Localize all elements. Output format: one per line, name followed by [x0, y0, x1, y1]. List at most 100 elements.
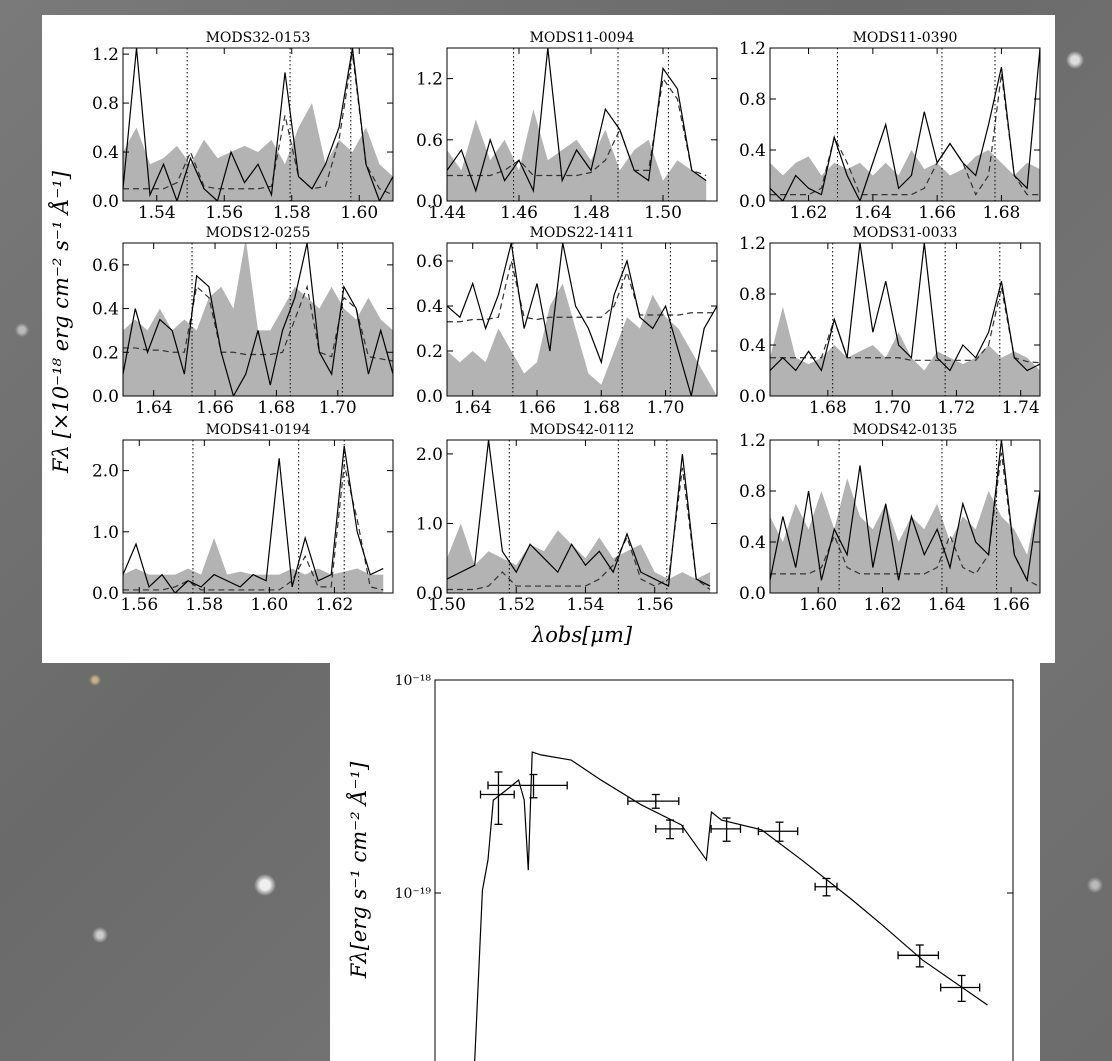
noise-area — [123, 243, 393, 396]
spectrum-line — [123, 446, 384, 593]
axes-frame — [446, 439, 718, 594]
axes-frame — [769, 439, 1041, 594]
panel-title: MODS11-0094 — [530, 30, 635, 46]
x-tick-label: 1.62 — [316, 595, 354, 615]
model-line — [770, 287, 1040, 364]
x-tick-label: 1.64 — [854, 203, 892, 223]
panel-title: MODS41-0194 — [206, 422, 311, 438]
x-tick-label: 1.74 — [1002, 398, 1040, 418]
x-tick-label: 1.52 — [497, 595, 535, 615]
axes-frame — [446, 47, 718, 202]
y-tick-label: 10⁻¹⁹ — [395, 886, 432, 902]
model-line — [447, 467, 711, 591]
y-tick-label: 0.0 — [92, 584, 119, 604]
noise-area — [447, 109, 707, 201]
y-tick-label: 1.0 — [416, 514, 443, 534]
plot-area — [474, 751, 988, 1061]
x-tick-label: 1.64 — [928, 595, 966, 615]
plot-area — [447, 243, 717, 396]
panel-title: MODS42-0135 — [853, 422, 958, 438]
y-tick-label: 0.8 — [92, 94, 119, 114]
x-tick-label: 1.60 — [340, 203, 378, 223]
x-tick-label: 1.58 — [273, 203, 311, 223]
x-tick-label: 1.60 — [250, 595, 288, 615]
spectrum-line — [474, 751, 988, 1061]
x-tick-label: 1.60 — [799, 595, 837, 615]
model-line — [123, 464, 384, 591]
panel-title: MODS42-0112 — [530, 422, 635, 438]
x-tick-label: 1.44 — [428, 203, 466, 223]
y-tick-label: 0.4 — [739, 336, 766, 356]
x-tick-label: 1.70 — [647, 398, 685, 418]
y-tick-label: 0.0 — [92, 387, 119, 407]
y-tick-label: 1.2 — [739, 234, 766, 254]
x-tick-label: 1.62 — [864, 595, 902, 615]
x-tick-label: 1.58 — [185, 595, 223, 615]
y-tick-label: 0.8 — [739, 482, 766, 502]
spectrum-line — [123, 243, 393, 396]
y-tick-label: 0.0 — [739, 387, 766, 407]
y-tick-label: 1.2 — [92, 45, 119, 65]
y-tick-label: 2.0 — [92, 462, 119, 482]
plot-area — [123, 48, 393, 201]
spectrum-line — [123, 48, 393, 201]
spectrum-line — [770, 243, 1040, 372]
y-tick-label: 0.8 — [739, 285, 766, 305]
x-tick-label: 1.54 — [567, 595, 605, 615]
x-tick-label: 1.70 — [319, 398, 357, 418]
noise-area — [123, 103, 393, 201]
y-tick-label: 0.6 — [92, 256, 119, 276]
x-tick-label: 1.46 — [500, 203, 538, 223]
x-tick-label: 1.64 — [135, 398, 173, 418]
y-tick-label: 10⁻¹⁸ — [395, 673, 432, 689]
y-tick-label: 1.2 — [739, 39, 766, 59]
noise-area — [447, 523, 711, 593]
spectrum-line — [447, 243, 717, 396]
y-tick-label: 0.4 — [92, 143, 119, 163]
axes-frame — [769, 242, 1041, 397]
panel-title: MODS31-0033 — [853, 225, 958, 241]
x-tick-label: 1.66 — [918, 203, 956, 223]
y-axis-label: Fλ [×10⁻¹⁸ erg cm⁻² s⁻¹ Å⁻¹] — [48, 170, 73, 474]
panel-title: MODS12-0255 — [206, 225, 311, 241]
model-line — [123, 284, 393, 362]
y-tick-label: 0.2 — [416, 342, 443, 362]
x-tick-label: 1.72 — [937, 398, 975, 418]
plot-area — [123, 243, 393, 396]
noise-area — [770, 478, 1040, 593]
x-tick-label: 1.50 — [644, 203, 682, 223]
y-tick-label: 0.4 — [416, 297, 443, 317]
plot-area — [770, 440, 1040, 593]
x-tick-label: 1.50 — [428, 595, 466, 615]
sed-panel-background — [330, 663, 1040, 1061]
y-tick-label: 2.0 — [416, 445, 443, 465]
y-tick-label: 0.0 — [739, 192, 766, 212]
x-tick-label: 1.68 — [809, 398, 847, 418]
spectrum-line — [447, 48, 707, 194]
plot-area — [447, 48, 707, 201]
y-tick-label: 0.4 — [739, 533, 766, 553]
y-tick-label: 0.4 — [92, 300, 119, 320]
y-tick-label: 0.0 — [416, 192, 443, 212]
spectrum-line — [770, 440, 1040, 583]
noise-area — [447, 283, 717, 396]
x-tick-label: 1.68 — [582, 398, 620, 418]
y-tick-label: 0.0 — [739, 584, 766, 604]
x-tick-label: 1.66 — [992, 595, 1030, 615]
model-line — [447, 77, 707, 177]
plot-area — [123, 446, 384, 593]
y-axis-label: Fλ[erg s⁻¹ cm⁻² Å⁻¹] — [346, 761, 371, 979]
y-tick-label: 1.2 — [416, 70, 443, 90]
plot-area — [447, 440, 711, 593]
y-tick-label: 1.2 — [739, 431, 766, 451]
x-tick-label: 1.56 — [205, 203, 243, 223]
x-tick-label: 1.56 — [636, 595, 674, 615]
panel-title: MODS22-1411 — [530, 225, 635, 241]
spectrum-line — [770, 48, 1040, 201]
plot-area — [770, 243, 1040, 396]
axes-frame — [122, 439, 394, 594]
y-tick-label: 0.6 — [416, 131, 443, 151]
y-tick-label: 0.8 — [739, 90, 766, 110]
x-tick-label: 1.64 — [454, 398, 492, 418]
